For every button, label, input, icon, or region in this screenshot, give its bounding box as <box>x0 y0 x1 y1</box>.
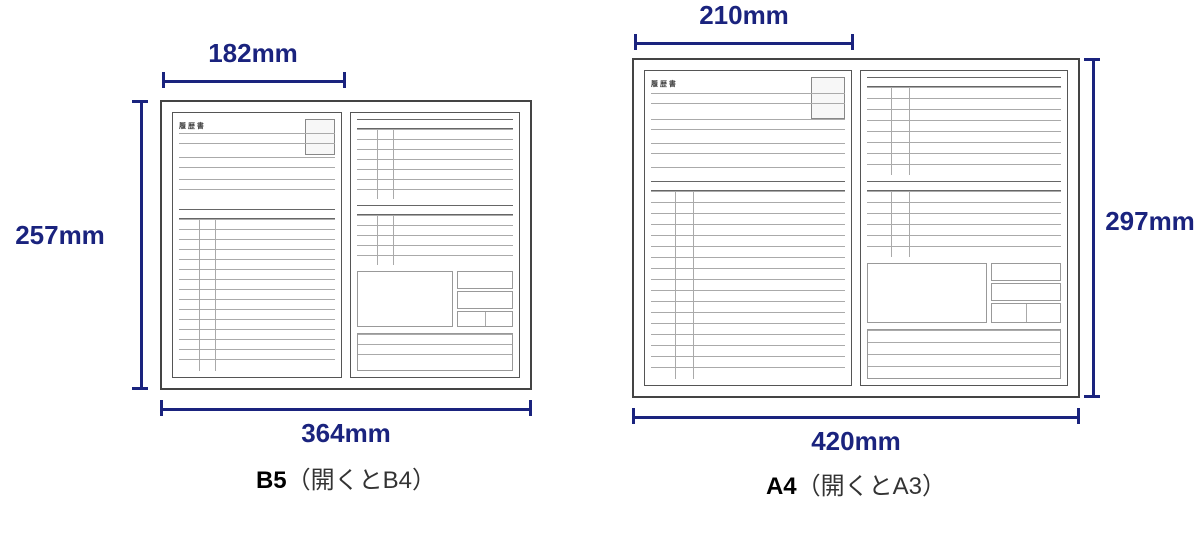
a4-personal-block <box>651 93 845 175</box>
b5-height-label: 257mm <box>0 220 120 251</box>
b5-right-block1 <box>357 129 513 199</box>
a4-left-ruled <box>651 191 845 379</box>
a4-height-label: 297mm <box>1090 206 1200 237</box>
a4-bottom-bracket-tick-l <box>632 408 635 424</box>
b5-right-smallbox3 <box>457 311 513 327</box>
b5-left-ruled <box>179 219 335 371</box>
a4-right-sec1 <box>867 77 1061 87</box>
b5-left-bracket-v <box>140 100 143 390</box>
b5-diagram: 182mm 257mm 364mm B5（開くとB4） 履 歴 書 <box>70 20 530 520</box>
b5-bottom-bracket-tick-r <box>529 400 532 416</box>
b5-right-page <box>350 112 520 378</box>
a4-right-page <box>860 70 1068 386</box>
a4-bottom-bracket-h <box>632 416 1080 419</box>
a4-caption-light: （開くとA3） <box>797 473 946 500</box>
b5-right-notes <box>357 333 513 371</box>
b5-spread-width-label: 364mm <box>160 418 532 449</box>
b5-bottom-bracket-tick-l <box>160 400 163 416</box>
b5-right-smallbox2 <box>457 291 513 309</box>
a4-page-width-label: 210mm <box>632 0 856 31</box>
b5-right-sec1 <box>357 119 513 129</box>
b5-personal-block <box>179 133 335 203</box>
a4-left-page: 履 歴 書 <box>644 70 852 386</box>
a4-right-block2 <box>867 191 1061 257</box>
a4-right-bracket-tick-b <box>1084 395 1100 398</box>
b5-caption: B5（開くとB4） <box>160 460 532 495</box>
b5-left-bracket-tick-t <box>132 100 148 103</box>
a4-right-smallbox2 <box>991 283 1061 301</box>
a4-right-notes <box>867 329 1061 379</box>
b5-left-page: 履 歴 書 <box>172 112 342 378</box>
a4-right-smallbox1 <box>991 263 1061 281</box>
a4-caption: A4（開くとA3） <box>632 466 1080 501</box>
a4-right-textbox <box>867 263 987 323</box>
b5-top-bracket-tick-r <box>343 72 346 88</box>
a4-right-sec2 <box>867 181 1061 191</box>
a4-diagram: 210mm 297mm 420mm A4（開くとA3） 履 歴 書 <box>592 0 1172 520</box>
a4-right-bracket-tick-t <box>1084 58 1100 61</box>
a4-top-bracket-tick-l <box>634 34 637 50</box>
b5-top-bracket-tick-l <box>162 72 165 88</box>
b5-top-bracket-h <box>162 80 346 83</box>
b5-spread: 履 歴 書 <box>160 100 532 390</box>
b5-caption-bold: B5 <box>256 467 287 494</box>
b5-left-section-header <box>179 209 335 219</box>
b5-bottom-bracket-h <box>160 408 532 411</box>
b5-caption-light: （開くとB4） <box>287 467 436 494</box>
a4-left-section-header <box>651 181 845 191</box>
b5-page-width-label: 182mm <box>160 38 346 69</box>
a4-right-bracket-v <box>1092 58 1095 398</box>
a4-spread: 履 歴 書 <box>632 58 1080 398</box>
a4-right-smallbox3 <box>991 303 1061 323</box>
b5-left-bracket-tick-b <box>132 387 148 390</box>
b5-page-title: 履 歴 書 <box>179 121 204 131</box>
a4-page-title: 履 歴 書 <box>651 79 676 89</box>
b5-right-sec2 <box>357 205 513 215</box>
a4-spread-width-label: 420mm <box>632 426 1080 457</box>
b5-right-smallbox1 <box>457 271 513 289</box>
b5-right-block2 <box>357 215 513 265</box>
a4-top-bracket-tick-r <box>851 34 854 50</box>
a4-top-bracket-h <box>634 42 854 45</box>
a4-right-block1 <box>867 87 1061 175</box>
b5-right-textbox <box>357 271 453 327</box>
a4-bottom-bracket-tick-r <box>1077 408 1080 424</box>
a4-caption-bold: A4 <box>766 473 797 500</box>
